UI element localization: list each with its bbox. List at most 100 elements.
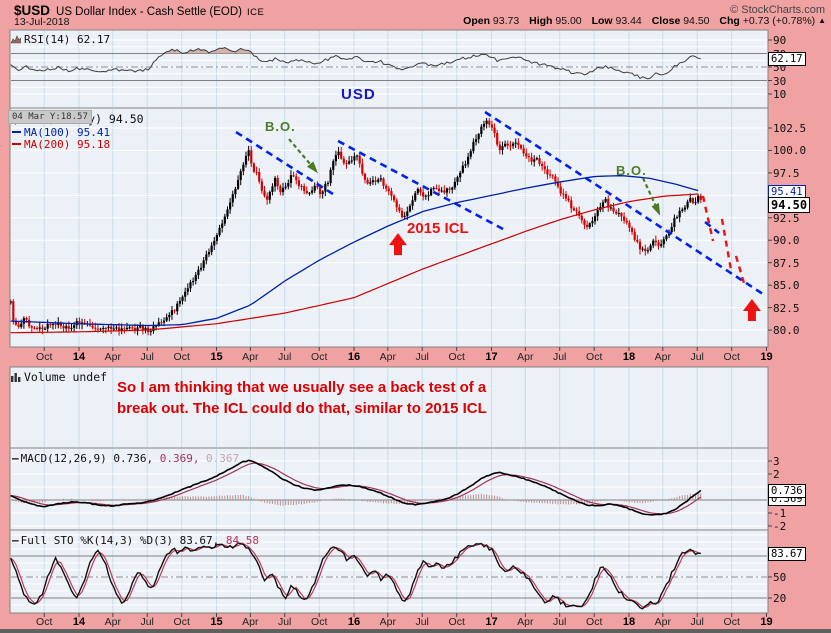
close-label: Close	[651, 15, 681, 27]
chg-value: +0.73 (+0.78%)	[742, 15, 816, 27]
analyst-note-line1: So I am thinking that we usually see a b…	[117, 379, 487, 396]
exchange-label: ICE	[247, 7, 265, 18]
ohlc-quote-row: Open 93.73 High 95.00 Low 93.44 Close 94…	[456, 15, 826, 27]
sto-panel[interactable]	[10, 530, 768, 613]
volume-panel[interactable]	[10, 367, 768, 448]
x-axis-tick-label: Apr	[654, 616, 671, 628]
x-axis-tick-label: 19	[760, 616, 773, 628]
price-panel[interactable]	[10, 108, 768, 347]
sto-swatch-icon: —	[12, 534, 19, 547]
y-axis-tick-label: 10	[773, 88, 787, 101]
y-axis-tick-label: 2	[773, 468, 780, 481]
y-axis-tick-label: 50	[773, 571, 787, 584]
ma100-value-box: 95.41	[768, 185, 806, 199]
open-value: 93.73	[492, 15, 520, 27]
high-value: 95.00	[555, 15, 582, 27]
x-axis-tick-label: Oct	[586, 351, 603, 363]
x-axis-tick-label: 19	[760, 351, 773, 363]
sto-legend-main: Full STO %K(14,3) %D(3) 83.67,	[20, 534, 220, 547]
y-axis-tick-label: 87.5	[773, 256, 800, 270]
x-axis-tick-label: Oct	[586, 616, 603, 628]
sto-value-box: 83.67	[768, 547, 806, 561]
crosshair-tooltip: 04 Mar Y:18.57	[8, 110, 92, 124]
y-axis-tick-label: 80.0	[773, 324, 800, 338]
y-axis-tick-label: 85.0	[773, 279, 800, 293]
macd-swatch-icon: —	[12, 452, 19, 465]
y-axis-tick-label: 100.0	[773, 144, 807, 158]
low-value: 93.44	[615, 15, 642, 27]
x-axis-tick-label: Jul	[415, 351, 429, 363]
x-axis-tick-label: Apr	[517, 616, 534, 628]
x-axis-tick-label: 18	[622, 616, 636, 628]
y-axis-tick-label: 97.5	[773, 166, 800, 180]
x-axis-tick-label: 15	[210, 616, 223, 628]
x-axis-tick-label: 17	[485, 351, 498, 363]
x-axis-tick-label: Apr	[379, 616, 396, 628]
macd-legend: — MACD(12,26,9) 0.736, 0.369, 0.367	[12, 452, 239, 465]
analyst-note: So I am thinking that we usually see a b…	[117, 377, 487, 419]
x-axis-tick-label: 14	[72, 351, 86, 363]
sto-d-value: 84.58	[219, 534, 260, 547]
up-triangle-icon: ▲	[818, 16, 826, 25]
close-value-box: 94.50	[768, 197, 811, 213]
x-axis-tick-label: Oct	[36, 351, 53, 363]
close-value: 94.50	[683, 15, 710, 27]
x-axis-tick-label: Oct	[723, 351, 740, 363]
macd-value-box: 0.736	[768, 484, 806, 498]
x-axis-tick-label: 18	[622, 351, 636, 363]
x-axis-tick-label: Jul	[690, 351, 704, 363]
macd-legend-main: MACD(12,26,9) 0.736,	[20, 452, 154, 465]
rsi-panel[interactable]	[10, 30, 768, 108]
y-axis-tick-label: 3	[773, 455, 780, 468]
x-axis-tick-label: Jul	[140, 351, 154, 363]
y-axis-tick-label: 82.5	[773, 301, 800, 315]
x-axis-tick-label: Oct	[311, 351, 328, 363]
low-label: Low	[591, 15, 613, 27]
y-axis-tick-label: 92.5	[773, 211, 800, 225]
x-axis-tick-label: 16	[347, 616, 361, 628]
icl-2015-label: 2015 ICL	[407, 220, 469, 237]
y-axis-tick-label: 30	[773, 74, 787, 88]
x-axis-tick-label: Apr	[242, 351, 259, 363]
x-axis-tick-label: Jul	[415, 616, 429, 628]
macd-panel[interactable]	[10, 448, 768, 530]
y-axis-tick-label: 102.5	[773, 122, 807, 135]
usd-annotation: USD	[341, 86, 376, 103]
x-axis-tick-label: Oct	[448, 616, 465, 628]
chg-label: Chg	[719, 15, 740, 27]
rsi-value-box: 62.17	[768, 52, 806, 66]
x-axis-tick-label: Jul	[277, 616, 292, 628]
ma200-swatch-icon	[12, 143, 21, 145]
high-label: High	[529, 15, 553, 27]
macd-signal-value: 0.369,	[153, 452, 200, 465]
volume-bars-icon	[11, 371, 21, 385]
quote-date: 13-Jul-2018	[14, 16, 70, 28]
x-axis-tick-label: Oct	[723, 616, 740, 628]
open-label: Open	[463, 15, 490, 27]
x-axis-tick-label: Oct	[173, 351, 190, 363]
rsi-legend: RSI(14) 62.17	[10, 33, 110, 47]
x-axis-tick-label: Jul	[552, 616, 567, 628]
x-axis-tick-label: Apr	[379, 351, 396, 363]
x-axis-tick-label: Apr	[104, 616, 121, 628]
x-axis-tick-label: Oct	[448, 351, 465, 363]
x-axis-tick-label: Apr	[104, 351, 121, 363]
x-axis-tick-label: 15	[210, 351, 223, 363]
instrument-title: US Dollar Index - Cash Settle (EOD)	[56, 6, 242, 18]
x-axis-tick-label: 16	[347, 351, 361, 363]
x-axis-tick-label: Jul	[552, 351, 567, 363]
x-axis-tick-label: Oct	[36, 616, 53, 628]
y-axis-tick-label: 20	[773, 592, 787, 605]
ma200-legend: MA(200) 95.18	[12, 138, 110, 151]
y-axis-tick-label: 90	[773, 34, 787, 47]
ma100-legend: MA(100) 95.41	[12, 126, 110, 139]
volume-legend: Volume undef	[11, 370, 107, 385]
x-axis-tick-label: Apr	[242, 616, 259, 628]
y-axis-tick-label: 90.0	[773, 234, 800, 248]
ma100-legend-text: MA(100) 95.41	[24, 126, 111, 139]
volume-legend-text: Volume undef	[24, 370, 108, 384]
x-axis-tick-label: Oct	[311, 616, 328, 628]
analyst-note-line2: break out. The ICL could do that, simila…	[117, 400, 487, 417]
